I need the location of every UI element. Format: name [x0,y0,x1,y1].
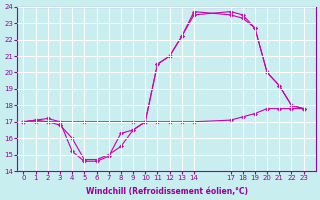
X-axis label: Windchill (Refroidissement éolien,°C): Windchill (Refroidissement éolien,°C) [85,187,248,196]
